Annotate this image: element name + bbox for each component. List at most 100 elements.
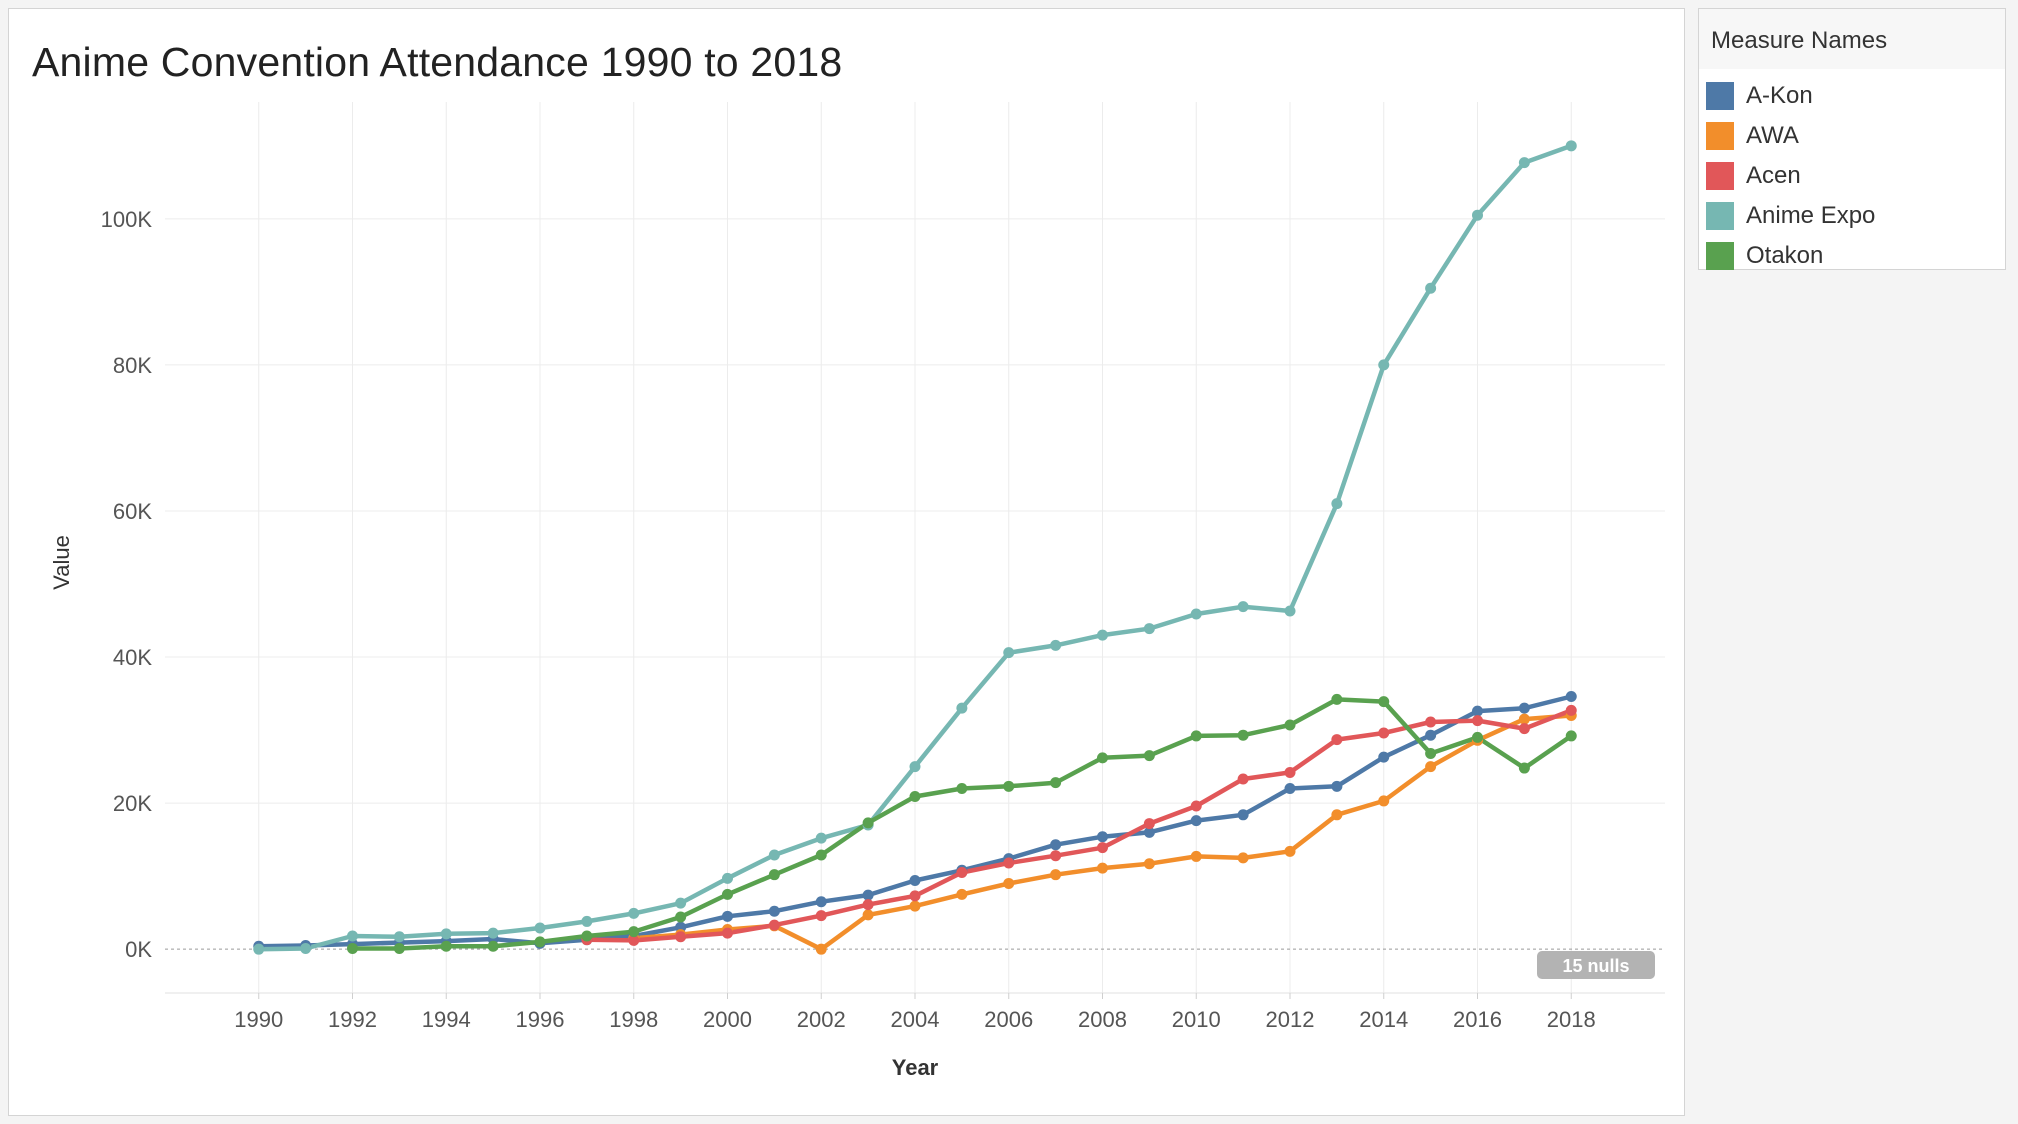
data-point-anime-expo	[581, 915, 593, 927]
data-point-anime-expo	[628, 907, 640, 919]
legend-header	[1699, 9, 2005, 69]
data-point-otakon	[768, 869, 780, 881]
legend-label: Acen	[1746, 162, 1801, 189]
data-point-awa	[1190, 850, 1202, 862]
y-tick-label: 100K	[101, 207, 153, 232]
data-point-acen	[628, 934, 640, 946]
data-point-otakon	[1003, 780, 1015, 792]
legend-swatch	[1706, 202, 1734, 230]
data-point-a-kon	[1565, 690, 1577, 702]
data-point-a-kon	[1237, 809, 1249, 821]
data-point-anime-expo	[1050, 639, 1062, 651]
data-point-acen	[1237, 773, 1249, 785]
data-point-acen	[956, 866, 968, 878]
data-point-a-kon	[1378, 751, 1390, 763]
data-point-awa	[1518, 713, 1530, 725]
data-point-acen	[862, 899, 874, 911]
data-point-otakon	[1143, 750, 1155, 762]
data-point-anime-expo	[1097, 629, 1108, 641]
x-axis-title: Year	[892, 1055, 939, 1080]
data-point-anime-expo	[1378, 359, 1390, 371]
nulls-badge-label: 15 nulls	[1562, 956, 1629, 976]
data-point-anime-expo	[1190, 608, 1202, 620]
data-point-a-kon	[1518, 702, 1530, 714]
data-point-anime-expo	[1472, 209, 1483, 221]
data-point-a-kon	[1190, 815, 1202, 827]
data-point-acen	[815, 910, 827, 922]
legend-item-a-kon[interactable]: A-Kon	[1706, 81, 1813, 111]
data-point-awa	[1378, 795, 1390, 807]
y-axis-title: Value	[49, 535, 74, 590]
data-point-otakon	[1565, 730, 1577, 742]
data-point-a-kon	[909, 875, 921, 887]
data-point-otakon	[1331, 693, 1343, 705]
data-point-otakon	[1284, 719, 1296, 731]
data-point-awa	[1237, 852, 1249, 864]
data-point-anime-expo	[909, 761, 921, 773]
data-point-awa	[1143, 858, 1155, 870]
legend-label: A-Kon	[1746, 82, 1813, 109]
legend-label: AWA	[1746, 122, 1799, 149]
data-point-acen	[1097, 842, 1108, 854]
legend-item-awa[interactable]: AWA	[1706, 121, 1799, 151]
data-point-awa	[1331, 809, 1343, 821]
data-point-otakon	[722, 888, 733, 900]
x-tick-label: 1992	[328, 1007, 377, 1032]
series-line-otakon	[350, 697, 1574, 951]
legend-item-acen[interactable]: Acen	[1706, 161, 1801, 191]
data-point-anime-expo	[393, 931, 405, 943]
data-point-otakon	[1097, 752, 1108, 764]
x-tick-label: 2016	[1453, 1007, 1502, 1032]
x-tick-label: 2000	[703, 1007, 752, 1032]
data-point-anime-expo	[440, 928, 452, 940]
data-point-a-kon	[768, 905, 780, 917]
data-point-otakon	[1472, 731, 1483, 743]
legend-item-anime-expo[interactable]: Anime Expo	[1706, 201, 1875, 231]
data-point-anime-expo	[487, 927, 499, 939]
data-point-otakon	[347, 942, 358, 954]
data-point-anime-expo	[722, 872, 733, 884]
data-point-otakon	[1518, 762, 1530, 774]
x-tick-label: 1994	[422, 1007, 471, 1032]
data-point-awa	[1050, 869, 1062, 881]
y-tick-label: 0K	[125, 937, 152, 962]
data-point-a-kon	[815, 896, 827, 908]
data-point-otakon	[1050, 777, 1062, 789]
data-point-otakon	[440, 940, 452, 952]
data-point-awa	[1284, 845, 1296, 857]
data-point-a-kon	[1472, 705, 1483, 717]
y-tick-label: 80K	[113, 353, 152, 378]
data-point-anime-expo	[1003, 647, 1015, 659]
data-point-otakon	[393, 942, 405, 954]
legend-item-otakon[interactable]: Otakon	[1706, 241, 1823, 271]
data-point-acen	[1284, 766, 1296, 778]
data-point-otakon	[1237, 729, 1249, 741]
data-point-awa	[956, 888, 968, 900]
x-tick-label: 1990	[234, 1007, 283, 1032]
data-point-anime-expo	[675, 897, 687, 909]
data-point-a-kon	[862, 889, 874, 901]
data-point-anime-expo	[1518, 157, 1530, 169]
data-point-anime-expo	[1237, 601, 1249, 613]
data-point-acen	[675, 931, 687, 943]
legend-title: Measure Names	[1711, 27, 1888, 54]
data-point-anime-expo	[815, 832, 827, 844]
data-point-otakon	[628, 926, 640, 938]
x-tick-label: 1998	[609, 1007, 658, 1032]
data-point-anime-expo	[1143, 623, 1155, 635]
data-point-awa	[815, 943, 827, 955]
data-point-anime-expo	[300, 942, 312, 954]
legend-swatch	[1706, 82, 1734, 110]
data-point-otakon	[581, 930, 593, 942]
data-point-otakon	[1378, 696, 1390, 708]
data-point-a-kon	[1097, 831, 1108, 843]
data-point-a-kon	[1425, 729, 1437, 741]
legend[interactable]: Measure Names A-Kon AWA Acen Anime Expo Otak…	[1698, 8, 2006, 270]
legend-swatch	[1706, 162, 1734, 190]
data-point-acen	[1425, 716, 1437, 728]
x-tick-label: 2010	[1172, 1007, 1221, 1032]
data-point-a-kon	[1331, 780, 1343, 792]
data-point-otakon	[956, 783, 968, 795]
legend-swatch	[1706, 242, 1734, 270]
data-point-anime-expo	[534, 922, 546, 934]
